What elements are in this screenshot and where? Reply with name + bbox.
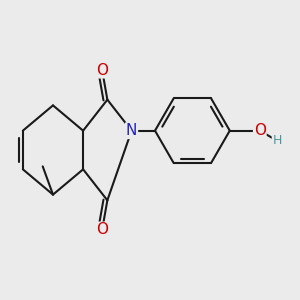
- Text: O: O: [96, 63, 108, 78]
- Text: N: N: [126, 123, 137, 138]
- Text: O: O: [96, 222, 108, 237]
- Text: O: O: [254, 123, 266, 138]
- Text: H: H: [272, 134, 282, 147]
